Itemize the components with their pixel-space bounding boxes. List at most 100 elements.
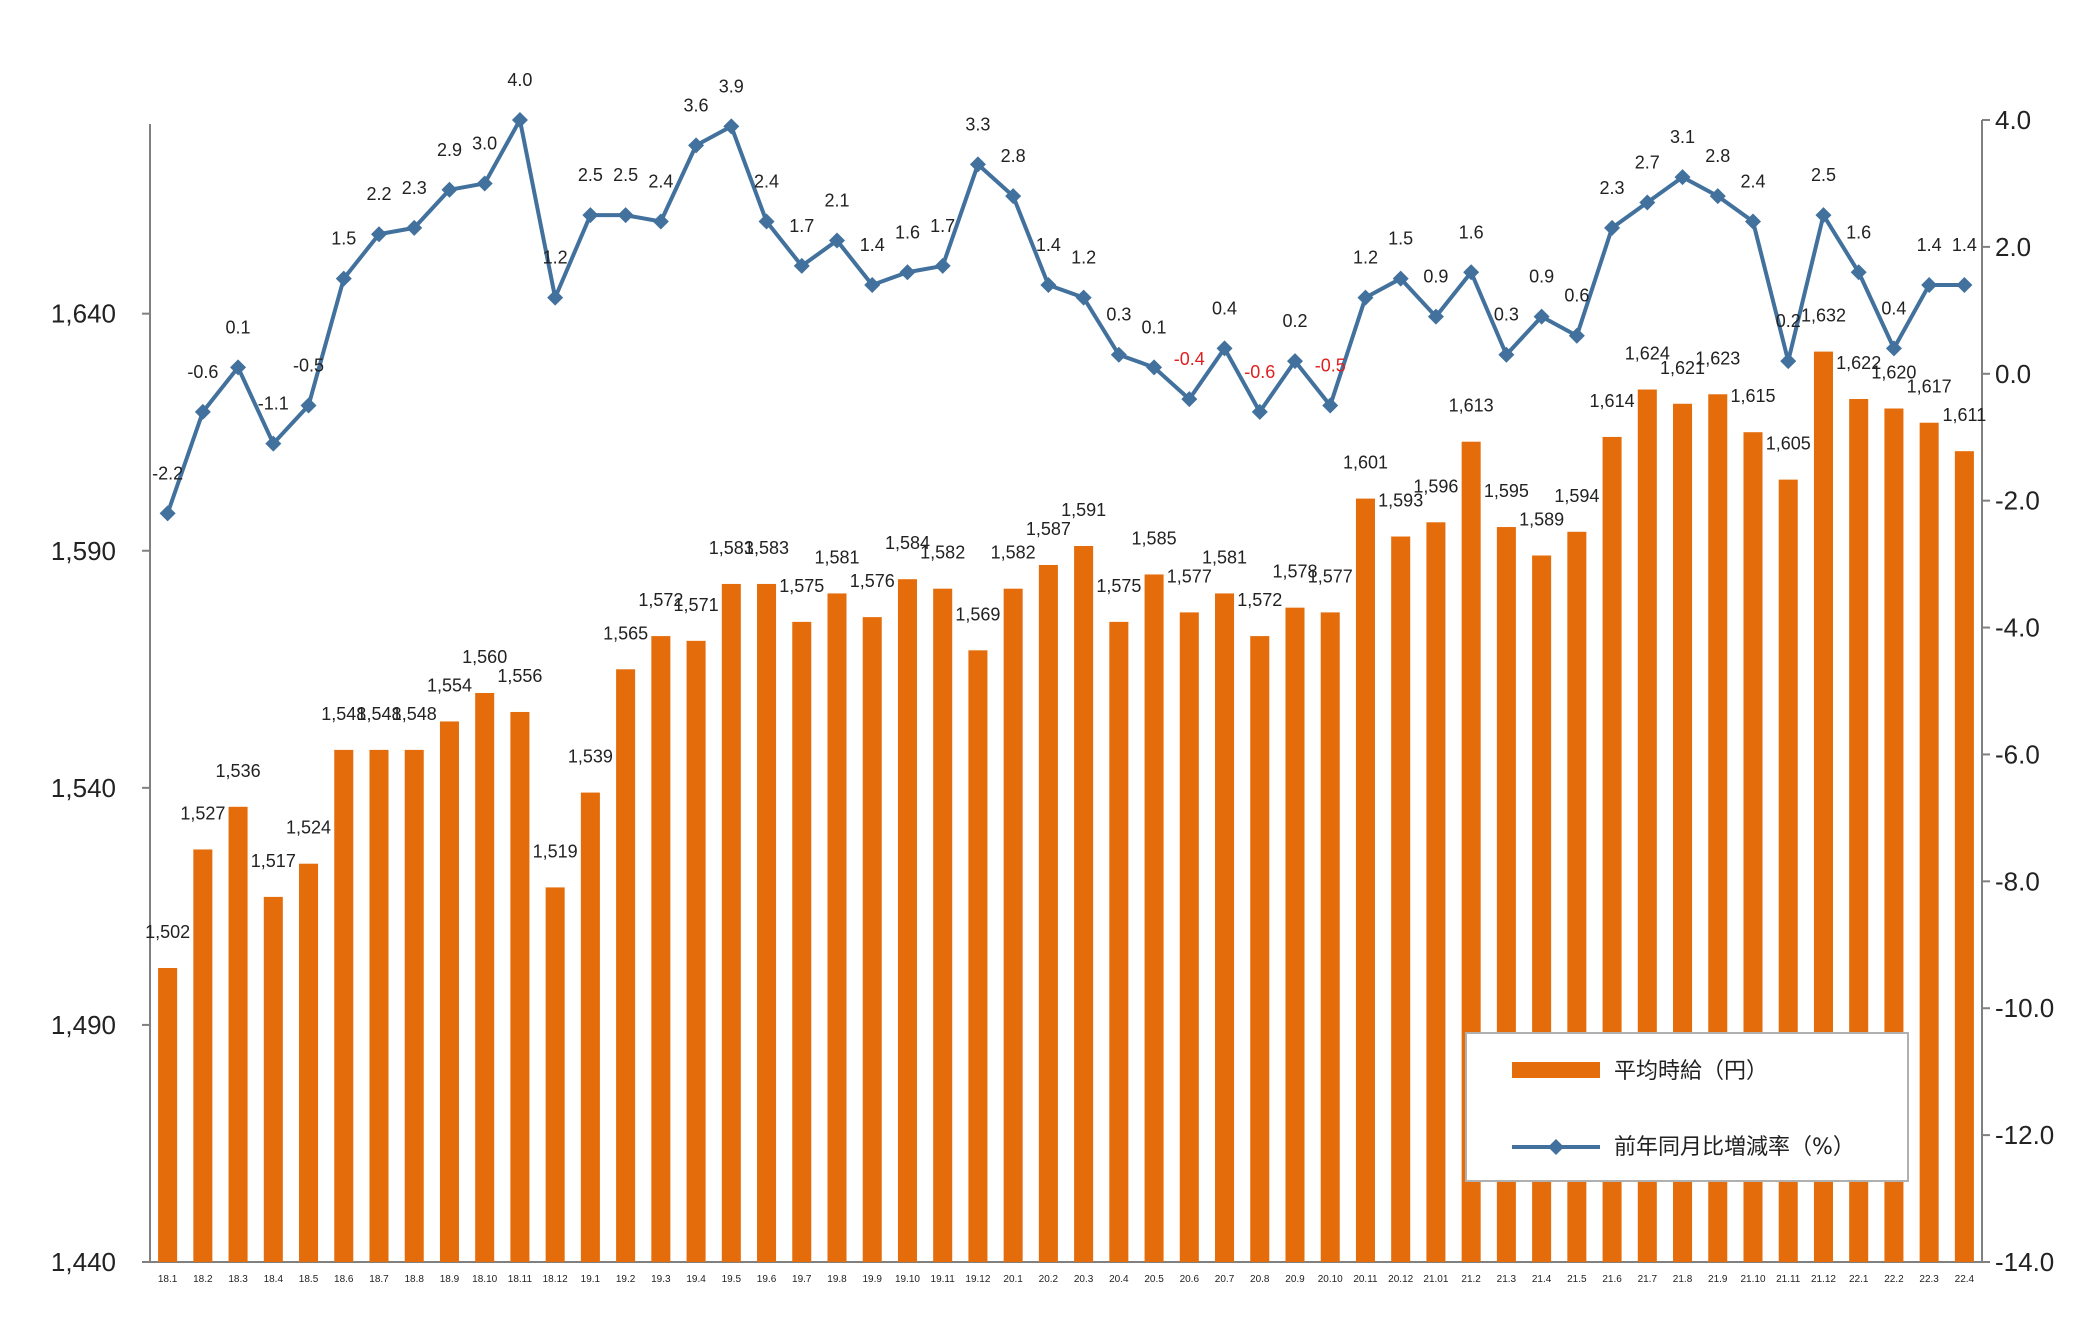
rate-data-label: 2.5 [1811, 165, 1836, 185]
bar-data-label: 1,536 [216, 761, 261, 781]
rate-point [1498, 346, 1515, 363]
x-tick-label: 20.2 [1039, 1274, 1059, 1285]
rate-point [1463, 264, 1480, 281]
rate-data-label: 3.9 [719, 76, 744, 96]
x-tick-label: 21.12 [1811, 1274, 1836, 1285]
bar-data-label: 1,611 [1943, 405, 1987, 425]
bar [1144, 574, 1164, 1262]
bar-data-label: 1,582 [991, 543, 1036, 563]
rate-point [1921, 276, 1938, 293]
rate-data-label: 2.3 [1600, 178, 1625, 198]
axes: 1,440 1,490 1,540 1,590 1,640 -14.0 -12.0 -10.0… [51, 105, 2054, 1277]
rate-data-label: 3.3 [965, 114, 990, 134]
rate-point [652, 213, 669, 230]
bar [1320, 612, 1340, 1262]
rate-data-label: 1.4 [1917, 235, 1942, 255]
right-axis-tick-label: -8.0 [1995, 866, 2040, 896]
rate-point [1216, 340, 1233, 357]
bar-data-label: 1,560 [462, 647, 507, 667]
bar-data-label: 1,577 [1167, 566, 1212, 586]
rate-point [1604, 219, 1621, 236]
left-axis-tick-label: 1,440 [51, 1247, 116, 1277]
x-tick-label: 21.10 [1740, 1274, 1765, 1285]
rate-point [617, 207, 634, 224]
left-axis-tick-label: 1,490 [51, 1010, 116, 1040]
bar-data-label: 1,615 [1730, 386, 1775, 406]
x-tick-label: 18.2 [193, 1274, 213, 1285]
left-axis-tick-label: 1,640 [51, 299, 116, 329]
x-tick-label: 18.6 [334, 1274, 354, 1285]
rate-point [1885, 340, 1902, 357]
bar-data-label: 1,620 [1871, 363, 1916, 383]
rate-data-label: 2.9 [437, 140, 462, 160]
legend-box [1465, 1032, 1909, 1182]
rate-point [511, 112, 528, 128]
x-tick-label: 19.4 [686, 1274, 706, 1285]
x-tick-label: 21.5 [1567, 1274, 1587, 1285]
rate-data-label: 2.7 [1635, 152, 1660, 172]
x-tick-label: 20.9 [1285, 1274, 1305, 1285]
rate-data-label: -1.1 [258, 394, 289, 414]
rate-point [688, 137, 705, 154]
bar-data-label: 1,572 [1237, 590, 1282, 610]
rate-point [547, 289, 564, 306]
bar-data-label: 1,589 [1519, 509, 1564, 529]
x-tick-label: 19.5 [722, 1274, 742, 1285]
rate-data-label: 4.0 [507, 70, 532, 90]
rate-point [1568, 327, 1585, 344]
bar-data-label: 1,582 [920, 543, 965, 563]
rate-data-label: 0.9 [1529, 267, 1554, 287]
rate-data-label: 0.6 [1564, 286, 1589, 306]
bar-data-label: 1,593 [1378, 491, 1423, 511]
rate-data-label: 1.4 [1952, 235, 1977, 255]
bar [651, 636, 671, 1262]
bar [933, 588, 953, 1262]
bar [299, 863, 319, 1262]
rate-data-label: 2.1 [824, 191, 849, 211]
rate-point [758, 213, 775, 230]
bar-data-label: 1,581 [814, 547, 859, 567]
bar-data-label: 1,583 [744, 538, 789, 558]
rate-data-label: 1.4 [860, 235, 885, 255]
rate-data-label: 0.9 [1423, 267, 1448, 287]
bar [897, 579, 917, 1262]
x-tick-label: 18.4 [264, 1274, 284, 1285]
rate-data-label: 0.4 [1881, 298, 1906, 318]
rate-point [230, 359, 247, 376]
rate-data-label: -0.6 [1244, 362, 1275, 382]
rate-data-label: 2.4 [1740, 172, 1765, 192]
bar [1215, 593, 1235, 1262]
line-data-labels: -2.2-0.60.1-1.1-0.51.52.2 2.32.9 3.04.01.2… [152, 70, 1977, 483]
bar-data-label: 1,569 [955, 604, 1000, 624]
bar [263, 896, 283, 1262]
bar-data-label: 1,622 [1836, 353, 1881, 373]
bar-data-label: 1,623 [1695, 348, 1740, 368]
rate-data-label: 2.8 [1705, 146, 1730, 166]
x-tick-label: 21.9 [1708, 1274, 1728, 1285]
rate-data-label: 2.8 [1001, 146, 1026, 166]
bar [616, 669, 636, 1262]
x-tick-label: 20.11 [1353, 1274, 1378, 1285]
rate-data-label: 2.5 [613, 165, 638, 185]
bar-data-label: 1,548 [321, 704, 366, 724]
bar [545, 887, 565, 1262]
x-tick-label: 20.10 [1318, 1274, 1343, 1285]
rate-data-label: 0.3 [1494, 305, 1519, 325]
bar-data-label: 1,605 [1766, 434, 1811, 454]
x-tick-label: 19.9 [862, 1274, 882, 1285]
bar [721, 583, 741, 1262]
x-tick-label: 21.7 [1638, 1274, 1658, 1285]
x-tick-label: 18.7 [369, 1274, 389, 1285]
bar-data-label: 1,575 [779, 576, 824, 596]
rate-point [1075, 289, 1092, 306]
rate-point [441, 181, 458, 198]
right-axis-tick-label: 4.0 [1995, 105, 2031, 135]
x-tick-label: 18.10 [472, 1274, 497, 1285]
rate-data-label: 1.2 [1353, 248, 1378, 268]
rate-point [1850, 264, 1867, 281]
bar-data-label: 1,548 [392, 704, 437, 724]
x-tick-label: 20.7 [1215, 1274, 1235, 1285]
bar-data-label: 1,591 [1061, 500, 1106, 520]
x-tick-label: 19.7 [792, 1274, 812, 1285]
rate-point [793, 257, 810, 274]
